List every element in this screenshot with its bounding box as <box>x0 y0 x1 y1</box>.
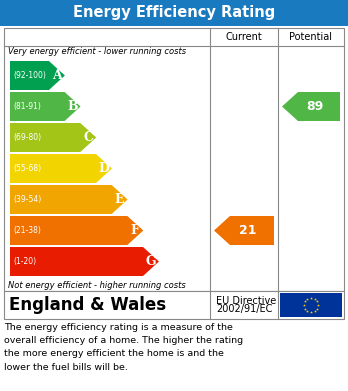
Bar <box>280 293 342 317</box>
Text: E: E <box>115 193 124 206</box>
Text: (92-100): (92-100) <box>13 71 46 80</box>
Polygon shape <box>10 123 96 152</box>
Bar <box>4 291 344 319</box>
Text: Potential: Potential <box>290 32 332 42</box>
Text: D: D <box>98 162 109 175</box>
Text: Current: Current <box>226 32 262 42</box>
Polygon shape <box>282 92 340 121</box>
Polygon shape <box>10 154 112 183</box>
Text: The energy efficiency rating is a measure of the
overall efficiency of a home. T: The energy efficiency rating is a measur… <box>4 323 243 371</box>
Polygon shape <box>10 61 65 90</box>
Text: (39-54): (39-54) <box>13 195 41 204</box>
Bar <box>0 0 348 26</box>
Text: (55-68): (55-68) <box>13 164 41 173</box>
Text: B: B <box>67 100 78 113</box>
Text: Energy Efficiency Rating: Energy Efficiency Rating <box>73 5 275 20</box>
Polygon shape <box>10 92 80 121</box>
Text: (69-80): (69-80) <box>13 133 41 142</box>
Text: (1-20): (1-20) <box>13 257 36 266</box>
Text: G: G <box>146 255 156 268</box>
Text: (21-38): (21-38) <box>13 226 41 235</box>
Text: 21: 21 <box>239 224 257 237</box>
Text: C: C <box>83 131 93 144</box>
Polygon shape <box>214 216 274 245</box>
Text: EU Directive: EU Directive <box>216 296 276 306</box>
Text: F: F <box>131 224 140 237</box>
Polygon shape <box>10 216 143 245</box>
Text: A: A <box>52 69 62 82</box>
Polygon shape <box>10 185 128 214</box>
Text: 89: 89 <box>306 100 324 113</box>
Text: (81-91): (81-91) <box>13 102 41 111</box>
Text: 2002/91/EC: 2002/91/EC <box>216 304 272 314</box>
Text: Very energy efficient - lower running costs: Very energy efficient - lower running co… <box>8 47 186 57</box>
Text: Not energy efficient - higher running costs: Not energy efficient - higher running co… <box>8 280 186 289</box>
Text: England & Wales: England & Wales <box>9 296 166 314</box>
Polygon shape <box>10 247 159 276</box>
Bar <box>4 28 344 291</box>
